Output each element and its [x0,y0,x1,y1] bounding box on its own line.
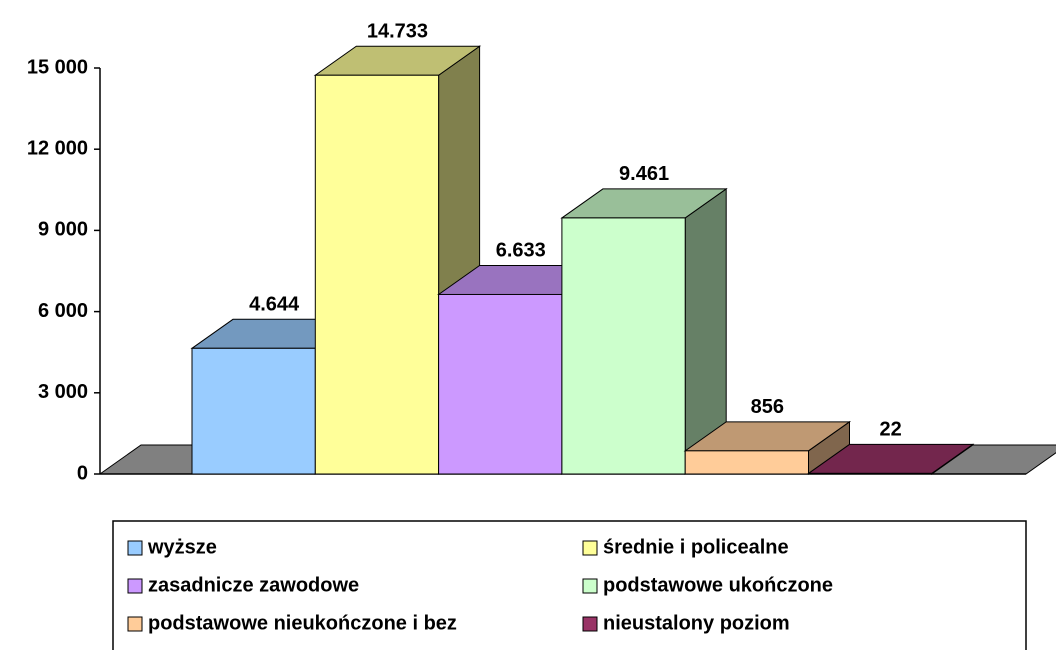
bar [191,347,316,475]
value-label: 14.733 [367,21,428,43]
legend-swatch [127,540,143,556]
value-label: 6.633 [496,240,546,262]
value-label: 856 [751,396,784,418]
bar [314,74,440,475]
legend-swatch [582,616,598,632]
y-tick-label: 3 000 [38,381,88,403]
legend-swatch [582,540,598,556]
legend-label: nieustalony poziom [603,612,790,634]
bar [438,293,563,475]
legend-box [112,520,1027,650]
legend-swatch [127,616,143,632]
value-label: 9.461 [619,163,669,185]
legend-label: podstawowe nieukończone i bez [148,612,457,634]
y-tick-label: 6 000 [38,300,88,322]
y-tick-label: 0 [77,462,88,484]
legend-label: wyższe [147,536,217,558]
bar [561,217,686,475]
legend-label: średnie i policealne [603,536,789,558]
y-tick-label: 15 000 [27,56,88,78]
value-label: 22 [880,419,902,441]
bar [808,472,933,475]
bar [684,450,810,475]
legend-label: zasadnicze zawodowe [148,574,359,596]
legend-swatch [127,578,143,594]
legend-label: podstawowe ukończone [603,574,833,596]
y-tick-label: 12 000 [27,137,88,159]
value-label: 4.644 [249,294,300,316]
y-tick-label: 9 000 [38,219,88,241]
legend-swatch [582,578,598,594]
